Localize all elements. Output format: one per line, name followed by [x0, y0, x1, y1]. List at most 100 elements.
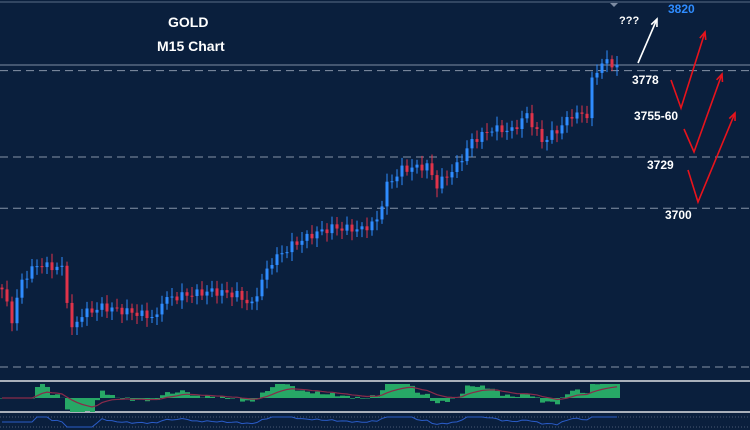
candle-body: [535, 127, 539, 129]
candle-body: [580, 112, 584, 114]
candle-body: [480, 131, 484, 142]
histogram-bar: [535, 397, 540, 398]
candle-body: [60, 265, 64, 267]
candle-body: [290, 241, 294, 253]
histogram-bar: [425, 393, 430, 398]
histogram-bar: [380, 390, 385, 398]
candle-body: [530, 113, 534, 128]
histogram-bar: [340, 395, 345, 398]
histogram-bar: [565, 394, 570, 398]
histogram-bar: [545, 398, 550, 402]
histogram-bar: [385, 384, 390, 398]
candle-body: [80, 317, 84, 322]
histogram-bar: [100, 390, 105, 398]
histogram-bar: [320, 394, 325, 398]
histogram-bar: [35, 386, 40, 398]
histogram-bar: [525, 394, 530, 398]
candle-body: [105, 303, 109, 312]
candle-body: [430, 163, 434, 176]
candle-body: [510, 127, 514, 131]
candle-body: [610, 59, 614, 68]
candle-body: [590, 77, 594, 119]
histogram-bar: [420, 394, 425, 398]
candle-body: [30, 266, 34, 279]
red-arrow-1-head: [699, 30, 707, 41]
candle-body: [490, 131, 494, 133]
histogram-bar: [70, 398, 75, 412]
candle-body: [175, 296, 179, 301]
candle-body: [605, 59, 609, 64]
candle-body: [505, 130, 509, 133]
candle-body: [95, 309, 99, 313]
histogram-bar: [55, 394, 60, 398]
histogram-bar: [515, 397, 520, 398]
candle-body: [100, 303, 104, 310]
candle-body: [500, 125, 504, 133]
histogram-bar: [225, 398, 230, 399]
histogram-bar: [305, 391, 310, 398]
histogram-bar: [485, 388, 490, 398]
candle-body: [275, 254, 279, 265]
histogram-bar: [240, 398, 245, 402]
candle-body: [615, 64, 619, 68]
histogram-bar: [75, 398, 80, 412]
candle-body: [450, 172, 454, 178]
histogram-bar: [40, 384, 45, 398]
histogram-bar: [165, 392, 170, 398]
candle-body: [330, 224, 334, 234]
candle-body: [560, 125, 564, 134]
candle-body: [170, 296, 174, 298]
histogram-bar: [290, 386, 295, 398]
candle-body: [180, 292, 184, 301]
histogram-bar: [375, 396, 380, 398]
red-arrow-2-head: [715, 72, 724, 83]
candle-body: [350, 224, 354, 232]
candle-body: [45, 262, 49, 268]
candle-body: [145, 310, 149, 319]
candle-body: [265, 268, 269, 280]
histogram-bar: [560, 397, 565, 398]
candle-body: [595, 72, 599, 78]
histogram-bar: [150, 398, 155, 399]
candle-body: [545, 139, 549, 142]
histogram-bar: [605, 384, 610, 398]
signal-line: [2, 386, 618, 408]
histogram-bar: [325, 394, 330, 398]
histogram-bar: [105, 394, 110, 398]
histogram-bar: [520, 393, 525, 398]
question-label: ???: [619, 15, 640, 27]
histogram-bar: [500, 395, 505, 398]
candle-body: [215, 288, 219, 296]
histogram-bar: [330, 392, 335, 398]
candle-body: [520, 118, 524, 129]
white-up-arrow: [637, 18, 658, 64]
candle-body: [50, 262, 54, 271]
candle-body: [475, 139, 479, 142]
histogram-bar: [615, 384, 620, 398]
candle-body: [75, 321, 79, 328]
histogram-bar: [190, 395, 195, 398]
histogram-bar: [85, 398, 90, 411]
histogram-bar: [355, 396, 360, 398]
candle-body: [5, 289, 9, 302]
histogram-bar: [430, 398, 435, 401]
candle-body: [320, 229, 324, 232]
candle-body: [235, 290, 239, 298]
candle-body: [55, 266, 59, 271]
chart-title: GOLD: [168, 14, 209, 30]
histogram-bar: [260, 392, 265, 398]
candle-body: [400, 165, 404, 177]
candle-body: [300, 240, 304, 245]
candle-body: [380, 206, 384, 220]
histogram-bar: [345, 395, 350, 398]
candle-body: [255, 296, 259, 302]
candle-body: [120, 307, 124, 315]
histogram-bar: [435, 398, 440, 404]
histogram-bar: [95, 398, 100, 401]
candle-body: [515, 127, 519, 129]
candle-body: [150, 316, 154, 319]
histogram-bar: [415, 392, 420, 398]
candle-body: [90, 308, 94, 313]
candle-body: [305, 233, 309, 241]
candle-body: [285, 252, 289, 254]
